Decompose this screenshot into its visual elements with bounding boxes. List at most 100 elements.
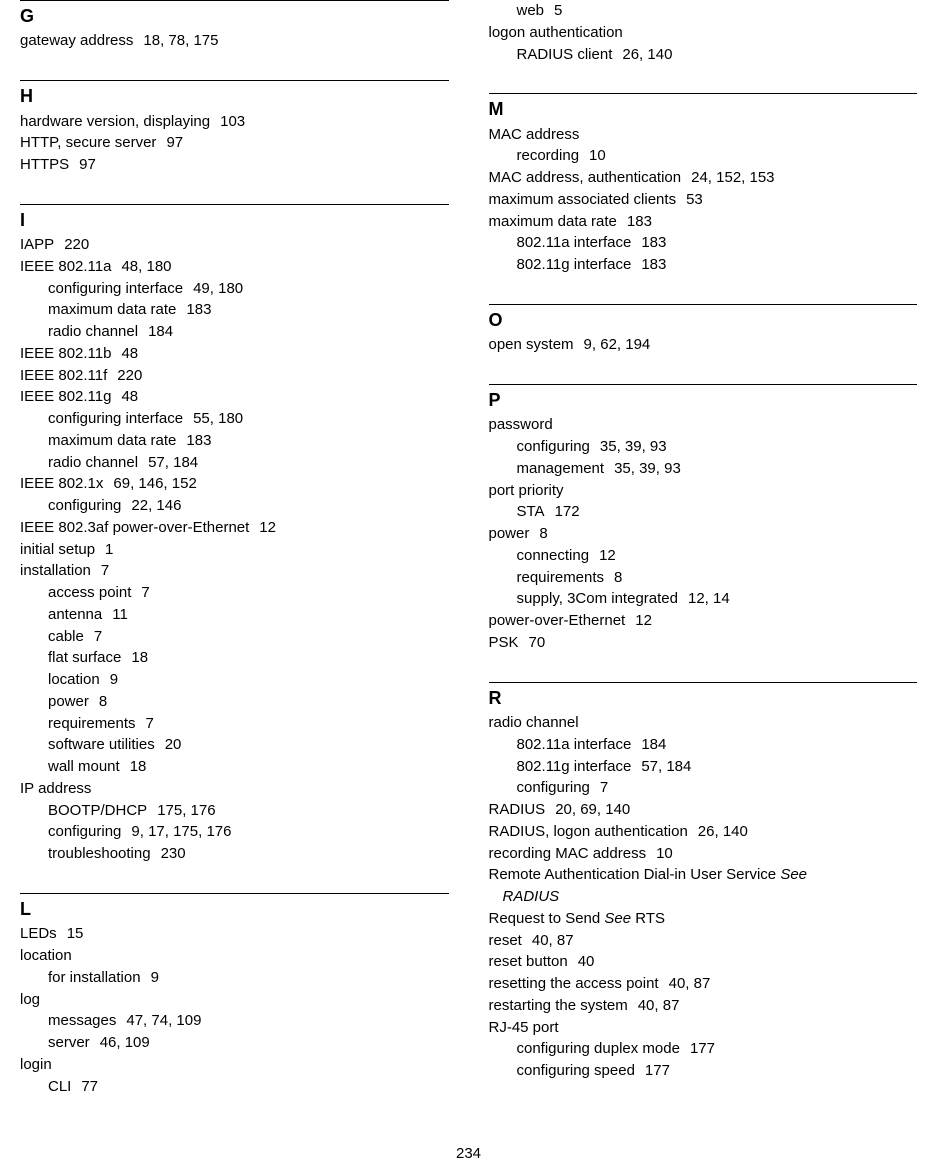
index-entry: reset button40 [489, 951, 918, 973]
index-term: radio channel [489, 714, 579, 731]
index-entry: initial setup 1 [20, 539, 449, 561]
index-pages: 177 [645, 1062, 670, 1079]
index-term: IEEE 802.1x [20, 475, 103, 492]
section-letter: G [20, 5, 449, 28]
index-term: configuring interface [48, 280, 183, 297]
index-term: maximum data rate [489, 213, 617, 230]
index-entry: resetting the access point40, 87 [489, 973, 918, 995]
index-pages: 10 [656, 845, 673, 862]
index-entry-list: hardware version, displaying103HTTP, sec… [20, 111, 449, 176]
section-letter: I [20, 209, 449, 232]
index-column-left: Ggateway address18, 78, 175 Hhardware ver… [20, 0, 449, 1125]
index-see-label: See [604, 910, 631, 927]
index-subentry: power8 [20, 691, 449, 713]
index-subentry: requirements7 [20, 713, 449, 735]
index-entry: IEEE 802.11f220 [20, 365, 449, 387]
index-subentry: 802.11a interface183 [489, 232, 918, 254]
index-term: software utilities [48, 736, 155, 753]
index-term: initial setup [20, 541, 95, 558]
index-subentry: for installation9 [20, 967, 449, 989]
index-subentry: 802.11g interface 57, 184 [489, 756, 918, 778]
index-section: Hhardware version, displaying103HTTP, se… [20, 80, 449, 176]
index-pages: 184 [148, 323, 173, 340]
index-term: CLI [48, 1078, 71, 1095]
index-term: IEEE 802.3af power-over-Ethernet [20, 519, 249, 536]
index-subentry: cable7 [20, 626, 449, 648]
index-entry: RADIUS20, 69, 140 [489, 799, 918, 821]
index-term: resetting the access point [489, 975, 659, 992]
index-pages: 177 [690, 1040, 715, 1057]
index-section: Ppasswordconfiguring35, 39, 93management… [489, 384, 918, 654]
index-entry: password [489, 414, 918, 436]
section-divider [20, 0, 449, 1]
index-subentry: software utilities20 [20, 734, 449, 756]
index-pages: 183 [627, 213, 652, 230]
index-entry-list: open system9, 62, 194 [489, 334, 918, 356]
index-term: IEEE 802.11f [20, 367, 107, 384]
index-subentry: recording10 [489, 145, 918, 167]
index-term: MAC address, authentication [489, 169, 682, 186]
index-pages: 57, 184 [641, 758, 691, 775]
index-subentry: connecting12 [489, 545, 918, 567]
index-term: open system [489, 336, 574, 353]
index-continuation-block: web5logon authenticationRADIUS client26,… [489, 0, 918, 65]
index-entry: IEEE 802.1x69, 146, 152 [20, 473, 449, 495]
index-entry: RADIUS, logon authentication26, 140 [489, 821, 918, 843]
index-entry: maximum data rate 183 [489, 211, 918, 233]
index-pages: 5 [554, 2, 562, 19]
index-term: HTTPS [20, 156, 69, 173]
index-pages: 49, 180 [193, 280, 243, 297]
index-term: logon authentication [489, 24, 623, 41]
index-term: LEDs [20, 925, 57, 942]
index-entry: installation7 [20, 560, 449, 582]
index-pages: 9 [110, 671, 118, 688]
section-divider [489, 93, 918, 94]
index-term: maximum associated clients [489, 191, 677, 208]
index-pages: 40 [578, 953, 595, 970]
index-entry: LEDs 15 [20, 923, 449, 945]
index-pages: 40, 87 [532, 932, 574, 949]
index-pages: 220 [64, 236, 89, 253]
index-term: 802.11g interface [517, 758, 632, 775]
index-pages: 20, 69, 140 [555, 801, 630, 818]
index-term: installation [20, 562, 91, 579]
section-letter: R [489, 687, 918, 710]
index-pages: 184 [641, 736, 666, 753]
index-term: flat surface [48, 649, 121, 666]
index-term: 802.11g interface [517, 256, 632, 273]
index-term: STA [517, 503, 545, 520]
index-subentry: CLI77 [20, 1076, 449, 1098]
index-term: maximum data rate [48, 301, 176, 318]
index-pages: 40, 87 [638, 997, 680, 1014]
index-term: configuring [48, 823, 121, 840]
index-pages: 70 [529, 634, 546, 651]
index-subentry: supply, 3Com integrated12, 14 [489, 588, 918, 610]
index-pages: 48 [121, 388, 138, 405]
index-entry: open system9, 62, 194 [489, 334, 918, 356]
index-pages: 15 [67, 925, 84, 942]
index-entry: hardware version, displaying103 [20, 111, 449, 133]
index-pages: 8 [99, 693, 107, 710]
index-term: radio channel [48, 454, 138, 471]
index-entry: gateway address18, 78, 175 [20, 30, 449, 52]
index-pages: 57, 184 [148, 454, 198, 471]
index-term: troubleshooting [48, 845, 151, 862]
index-term: server [48, 1034, 90, 1051]
index-pages: 46, 109 [100, 1034, 150, 1051]
index-pages: 8 [539, 525, 547, 542]
index-entry: HTTPS97 [20, 154, 449, 176]
index-term: IEEE 802.11g [20, 388, 111, 405]
index-pages: 172 [555, 503, 580, 520]
index-pages: 230 [161, 845, 186, 862]
index-term: maximum data rate [48, 432, 176, 449]
index-pages: 1 [105, 541, 113, 558]
index-pages: 12 [259, 519, 276, 536]
index-term: requirements [48, 715, 136, 732]
section-letter: H [20, 85, 449, 108]
index-term: 802.11a interface [517, 234, 632, 251]
index-entry: recording MAC address10 [489, 843, 918, 865]
index-term: location [48, 671, 100, 688]
index-pages: 22, 146 [131, 497, 181, 514]
index-term: 802.11a interface [517, 736, 632, 753]
index-subentry: troubleshooting 230 [20, 843, 449, 865]
